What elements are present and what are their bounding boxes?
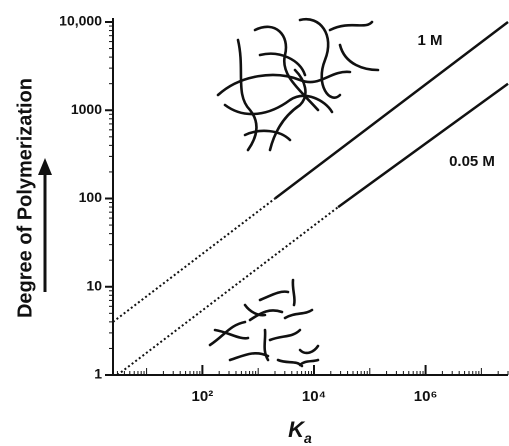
line-solid <box>274 21 509 200</box>
line-label: 0.05 M <box>449 153 495 170</box>
x-tick-label: 10⁶ <box>414 388 438 405</box>
x-axis-label-sub: a <box>304 430 312 446</box>
line-dotted <box>112 197 276 323</box>
x-axis-label-main: K <box>288 417 306 442</box>
y-tick-label: 10 <box>86 277 102 293</box>
monomer-illustration <box>208 278 320 368</box>
x-tick-label: 10² <box>192 388 214 405</box>
polymer-illustration <box>216 17 380 152</box>
x-tick-label: 10⁴ <box>302 388 326 405</box>
y-axis-label: Degree of Polymerization <box>14 78 36 318</box>
y-tick-label: 10,000 <box>59 13 102 29</box>
y-tick-label: 1000 <box>71 101 102 117</box>
line-solid <box>337 82 509 209</box>
x-axis-label: Ka <box>288 417 312 446</box>
y-tick-label: 1 <box>94 366 102 382</box>
y-tick-label: 100 <box>79 189 103 205</box>
arrow-head <box>38 158 52 175</box>
line-label: 1 M <box>417 32 442 49</box>
line-dotted <box>116 206 339 376</box>
